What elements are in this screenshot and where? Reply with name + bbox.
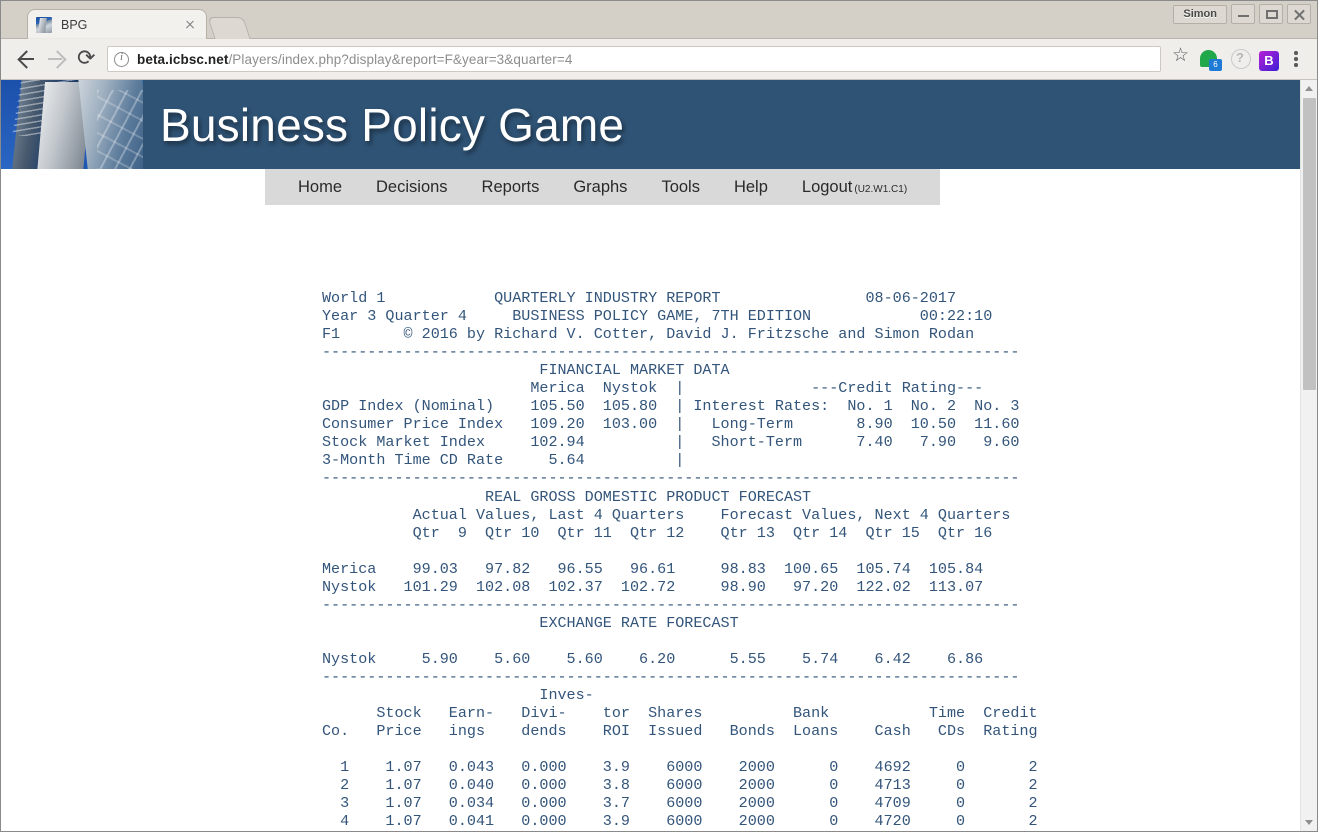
minimize-button[interactable] <box>1231 4 1255 24</box>
title-bar: BPG Simon <box>1 1 1317 39</box>
browser-toolbar: beta.icbsc.net/Players/index.php?display… <box>1 39 1317 80</box>
nav-bar-wrapper: Home Decisions Reports Graphs Tools Help… <box>1 169 1300 205</box>
url-host: beta.icbsc.net <box>137 51 229 67</box>
site-banner: Business Policy Game <box>1 80 1300 169</box>
address-bar[interactable]: beta.icbsc.net/Players/index.php?display… <box>107 46 1161 72</box>
web-page: Business Policy Game Home Decisions Repo… <box>1 80 1300 831</box>
nav-home[interactable]: Home <box>298 177 343 196</box>
info-circle-icon[interactable] <box>114 51 129 67</box>
b-extension-icon[interactable]: B <box>1259 50 1279 71</box>
nav-graphs[interactable]: Graphs <box>573 177 628 196</box>
quarterly-industry-report: World 1 QUARTERLY INDUSTRY REPORT 08-06-… <box>322 289 1038 831</box>
nav-decisions[interactable]: Decisions <box>376 177 448 196</box>
nav-logout[interactable]: Logout (U2.W1.C1) <box>785 178 924 197</box>
browser-tab[interactable]: BPG <box>27 9 207 39</box>
window-title: Simon <box>1173 4 1227 24</box>
site-title: Business Policy Game <box>160 98 625 151</box>
skyscraper-photo <box>1 80 143 169</box>
maximize-button[interactable] <box>1259 4 1283 24</box>
close-window-button[interactable] <box>1287 4 1311 24</box>
scroll-down-icon[interactable] <box>1301 814 1317 831</box>
bookmark-star-icon[interactable] <box>1169 44 1193 71</box>
forward-icon[interactable] <box>41 44 71 74</box>
main-nav: Home Decisions Reports Graphs Tools Help… <box>265 169 941 205</box>
back-icon[interactable] <box>11 44 41 74</box>
scrollbar-thumb[interactable] <box>1303 98 1316 390</box>
green-bubble-extension-icon[interactable]: 6 <box>1197 46 1223 72</box>
nav-tools[interactable]: Tools <box>661 177 700 196</box>
scroll-up-icon[interactable] <box>1301 80 1317 97</box>
reload-icon[interactable] <box>71 44 101 74</box>
tab-title: BPG <box>61 17 88 32</box>
url-path: /Players/index.php?display&report=F&year… <box>228 51 573 67</box>
nav-logout-context: (U2.W1.C1) <box>854 183 908 195</box>
building-favicon <box>36 16 52 33</box>
page-viewport: Business Policy Game Home Decisions Repo… <box>1 80 1317 831</box>
window-caption-controls: Simon <box>1173 4 1311 24</box>
extension-badge-count: 6 <box>1209 59 1222 71</box>
nav-help[interactable]: Help <box>733 177 768 196</box>
tab-strip: BPG <box>27 7 251 39</box>
help-circle-extension-icon[interactable] <box>1227 46 1253 72</box>
browser-menu-icon[interactable] <box>1285 46 1307 72</box>
nav-logout-label: Logout <box>801 177 853 196</box>
close-tab-icon[interactable] <box>182 17 198 33</box>
page-scrollbar[interactable] <box>1300 80 1317 831</box>
nav-reports[interactable]: Reports <box>481 177 540 196</box>
new-tab-button[interactable] <box>207 17 251 39</box>
